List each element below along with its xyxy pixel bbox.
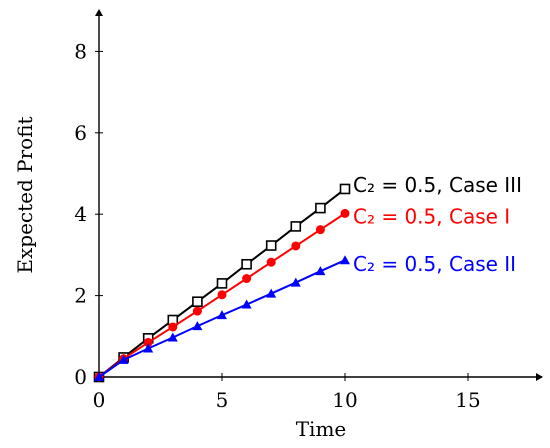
data-point bbox=[241, 258, 252, 270]
data-point bbox=[192, 296, 203, 308]
series-label: C₂ = 0.5, Case II bbox=[353, 252, 516, 276]
data-point bbox=[340, 255, 350, 265]
data-point bbox=[143, 343, 154, 353]
data-point bbox=[94, 372, 104, 381]
data-point bbox=[290, 221, 302, 232]
axes: 0 5 10 15 0 2 4 6 8 bbox=[74, 9, 543, 412]
data-point bbox=[265, 240, 277, 251]
data-point bbox=[217, 290, 227, 300]
data-point bbox=[266, 257, 276, 267]
data-point bbox=[118, 354, 129, 364]
series-label: C₂ = 0.5, Case I bbox=[353, 204, 510, 228]
data-point bbox=[266, 288, 277, 298]
x-tick-label: 15 bbox=[455, 388, 480, 412]
data-point bbox=[315, 266, 326, 276]
data-point bbox=[291, 241, 301, 251]
series-label: C₂ = 0.5, Case III bbox=[353, 173, 522, 197]
data-point bbox=[167, 332, 178, 342]
x-tick-label: 5 bbox=[216, 388, 229, 412]
data-point bbox=[168, 322, 178, 332]
data-point bbox=[339, 183, 351, 195]
series-labels: C₂ = 0.5, Case III C₂ = 0.5, Case I C₂ = 0… bbox=[353, 173, 522, 276]
series-3 bbox=[94, 255, 350, 381]
y-tick-label: 6 bbox=[74, 121, 87, 145]
data-point bbox=[143, 337, 153, 347]
data-point bbox=[192, 321, 203, 331]
y-tick-label: 2 bbox=[74, 284, 87, 308]
plot-area bbox=[93, 183, 351, 383]
data-point bbox=[315, 225, 325, 235]
series-1 bbox=[93, 183, 351, 383]
data-point bbox=[192, 306, 202, 316]
data-point bbox=[217, 310, 227, 320]
data-point bbox=[242, 274, 252, 284]
y-tick-label: 4 bbox=[74, 202, 87, 226]
data-point bbox=[340, 208, 350, 218]
x-axis-title: Time bbox=[296, 417, 347, 441]
x-tick-label: 10 bbox=[332, 388, 357, 412]
data-point bbox=[290, 277, 301, 287]
y-tick-label: 8 bbox=[74, 39, 87, 63]
data-point bbox=[241, 299, 252, 309]
data-point bbox=[216, 278, 228, 289]
y-tick-label: 0 bbox=[74, 365, 87, 389]
data-point bbox=[315, 202, 326, 214]
y-axis-title: Expected Profit bbox=[13, 116, 37, 273]
x-tick-label: 0 bbox=[93, 388, 106, 412]
